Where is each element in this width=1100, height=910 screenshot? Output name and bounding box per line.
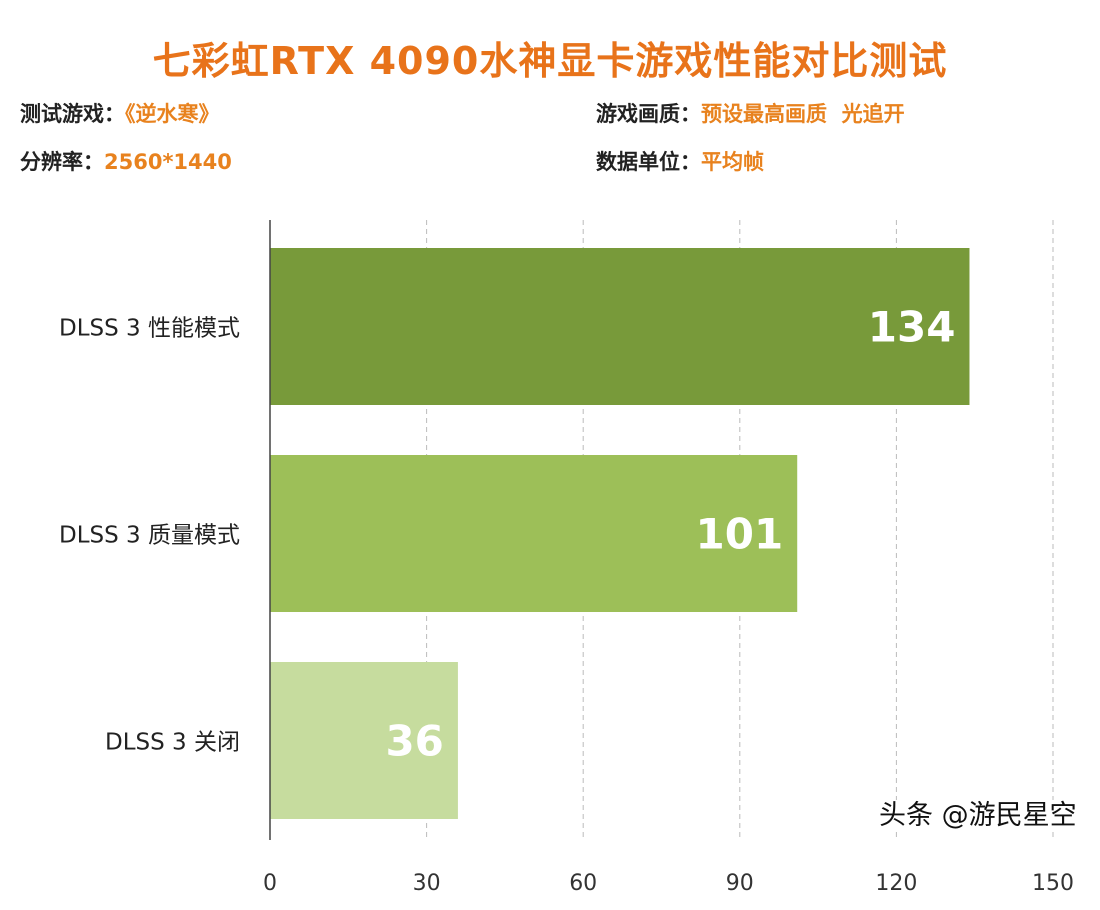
bar-value-label: 134: [868, 303, 956, 352]
x-tick-label: 90: [726, 871, 754, 896]
game-value: 《逆水寒》: [125, 102, 220, 126]
category-label: DLSS 3 性能模式: [59, 316, 240, 342]
category-label: DLSS 3 质量模式: [59, 523, 240, 549]
unit-value: 平均帧: [701, 150, 764, 174]
bar-value-label: 36: [385, 717, 443, 766]
bar-value-label: 101: [696, 510, 784, 559]
game-info: 测试游戏：《逆水寒》: [20, 98, 220, 128]
bar: [270, 248, 970, 405]
watermark: 头条 @游民星空: [875, 800, 1081, 832]
resolution-label: 分辨率：: [20, 150, 104, 174]
x-tick-label: 60: [569, 871, 597, 896]
x-tick-label: 0: [263, 871, 277, 896]
quality-label: 游戏画质：: [596, 102, 701, 126]
resolution-value: 2560*1440: [104, 150, 232, 174]
unit-label: 数据单位：: [596, 150, 701, 174]
x-tick-label: 150: [1032, 871, 1074, 896]
bar: [270, 455, 798, 612]
x-tick-label: 30: [413, 871, 441, 896]
unit-info: 数据单位：平均帧: [596, 146, 764, 176]
resolution-info: 分辨率：2560*1440: [20, 146, 232, 176]
x-tick-label: 120: [875, 871, 917, 896]
category-label: DLSS 3 关闭: [105, 730, 240, 756]
chart-title: 七彩虹RTX 4090水神显卡游戏性能对比测试: [152, 39, 948, 83]
quality-value: 预设最高画质 光追开: [701, 102, 905, 126]
bar: [270, 662, 458, 819]
quality-info: 游戏画质：预设最高画质 光追开: [596, 98, 905, 128]
game-label: 测试游戏：: [20, 102, 125, 126]
